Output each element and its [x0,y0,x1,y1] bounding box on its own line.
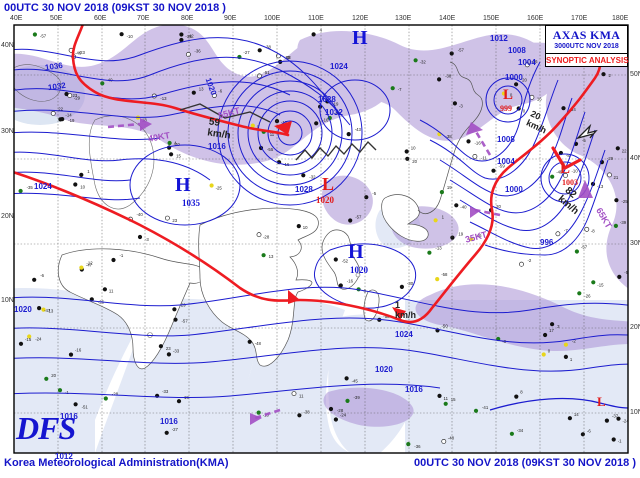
svg-text:-11: -11 [481,155,488,160]
svg-text:-27: -27 [172,427,179,432]
svg-text:-10: -10 [127,34,134,39]
svg-text:11: 11 [299,394,304,399]
svg-text:-48: -48 [448,435,455,440]
svg-text:15: 15 [451,397,456,402]
svg-text:-13: -13 [435,246,442,251]
svg-text:-13: -13 [160,96,167,101]
svg-text:-10: -10 [572,168,579,173]
svg-text:-8: -8 [591,228,595,233]
svg-text:19: 19 [447,185,452,190]
svg-text:-36: -36 [194,48,201,53]
svg-text:-51: -51 [82,404,89,409]
svg-text:-7: -7 [398,87,402,92]
svg-text:-16: -16 [475,140,482,145]
svg-text:21: 21 [614,175,619,180]
svg-text:-33: -33 [162,389,169,394]
svg-text:-40: -40 [174,142,181,147]
svg-text:10: 10 [80,185,85,190]
svg-text:23: 23 [172,218,177,223]
svg-text:-1: -1 [65,390,69,395]
svg-text:-40: -40 [460,204,467,209]
svg-text:-46: -46 [75,50,82,55]
svg-text:22: 22 [622,148,627,153]
svg-text:-27: -27 [243,50,250,55]
svg-text:-14: -14 [65,112,72,117]
svg-text:13: 13 [269,254,274,259]
svg-text:-19: -19 [68,118,75,123]
svg-text:-3: -3 [459,103,463,108]
svg-text:10: 10 [303,225,308,230]
svg-text:-39: -39 [620,220,627,225]
svg-text:-16: -16 [75,348,82,353]
svg-text:-28: -28 [263,235,270,240]
svg-text:-36: -36 [414,444,421,449]
svg-text:-25: -25 [621,199,628,204]
svg-text:-34: -34 [517,428,524,433]
svg-text:-33: -33 [173,348,180,353]
svg-text:11: 11 [444,396,449,401]
svg-text:-45: -45 [352,378,359,383]
svg-text:-12: -12 [86,261,93,266]
svg-text:20: 20 [51,373,56,378]
svg-text:-43: -43 [355,127,362,132]
svg-text:17: 17 [549,328,554,333]
svg-text:-48: -48 [255,341,262,346]
svg-text:15: 15 [176,153,181,158]
svg-text:-6: -6 [40,273,44,278]
svg-text:-6: -6 [587,428,591,433]
svg-text:-39: -39 [354,395,361,400]
svg-text:-57: -57 [581,245,588,250]
svg-text:16: 16 [537,96,542,101]
svg-text:-5: -5 [372,191,376,196]
svg-text:-41: -41 [482,405,489,410]
svg-text:-25: -25 [216,186,223,191]
svg-text:-40: -40 [137,212,144,217]
svg-text:-3: -3 [145,237,149,242]
svg-text:-15: -15 [25,337,32,342]
svg-text:-32: -32 [420,59,427,64]
svg-text:-30: -30 [407,281,414,286]
svg-text:-28: -28 [112,392,119,397]
svg-text:-16: -16 [347,279,354,284]
svg-text:-57: -57 [40,34,47,39]
svg-text:23: 23 [73,93,78,98]
svg-text:-57: -57 [182,319,189,324]
svg-text:11: 11 [109,288,114,293]
svg-text:-1: -1 [618,439,622,444]
svg-text:-50: -50 [442,323,449,328]
svg-text:-15: -15 [597,282,604,287]
svg-text:-57: -57 [355,215,362,220]
svg-text:23: 23 [166,346,171,351]
svg-text:20: 20 [412,159,417,164]
svg-text:-38: -38 [445,73,452,78]
svg-text:-55: -55 [267,147,274,152]
svg-text:-35: -35 [27,185,34,190]
svg-text:-24: -24 [35,337,42,342]
svg-text:10: 10 [411,146,416,151]
svg-text:-2: -2 [528,258,532,263]
svg-text:-38: -38 [303,409,310,414]
svg-text:-1: -1 [120,253,124,258]
svg-text:-58: -58 [441,272,448,277]
svg-text:-57: -57 [458,48,465,53]
svg-text:-6: -6 [218,89,222,94]
svg-text:-26: -26 [584,293,591,298]
svg-text:13: 13 [199,87,204,92]
svg-text:-42: -42 [187,34,194,39]
svg-text:-47: -47 [44,308,51,313]
